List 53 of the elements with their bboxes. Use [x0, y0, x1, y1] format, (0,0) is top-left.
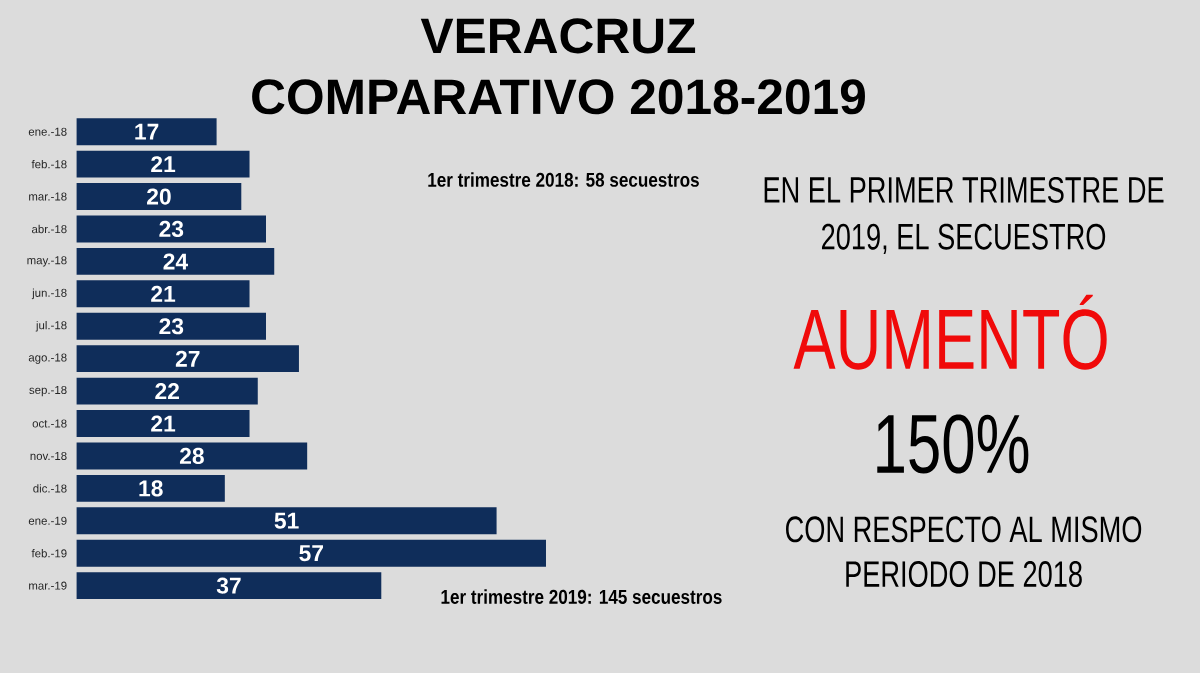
data-label: 57	[299, 545, 323, 561]
y-tick-label: mar.-19	[29, 581, 67, 590]
bar	[76, 442, 308, 470]
bar	[76, 377, 258, 405]
y-tick-label: sep.-18	[29, 385, 67, 397]
bar	[76, 345, 299, 372]
text: CON RESPECTO AL MISMO PERIODO DE 2018	[786, 516, 1142, 587]
chart-subtitle: COMPARATIVO 2018-2019	[252, 78, 865, 115]
data-label: 37	[216, 577, 241, 594]
bar	[76, 507, 497, 535]
y-tick-label: jun.-18	[31, 288, 67, 299]
bar	[76, 247, 275, 275]
data-label: 18	[139, 480, 163, 497]
bar	[76, 539, 546, 567]
bar	[76, 571, 382, 599]
bar	[76, 182, 242, 210]
data-label: 21	[151, 155, 176, 172]
data-label: 21	[151, 415, 176, 432]
y-tick-label: oct.-18	[32, 419, 67, 428]
y-tick-label: ene.-18	[28, 127, 67, 136]
data-label: 51	[274, 512, 299, 529]
bar	[76, 312, 266, 340]
data-label: 23	[159, 317, 184, 335]
data-label: 17	[135, 123, 159, 140]
annotation: 1er trimestre 2018: 58 secuestros	[428, 172, 699, 187]
y-tick-label: may.-18	[27, 256, 67, 267]
y-tick-label: mar.-18	[29, 192, 67, 201]
y-tick-label: ene.-19	[28, 516, 67, 525]
data-label: 22	[155, 382, 179, 399]
y-tick-label: abr.-18	[32, 224, 67, 233]
y-tick-label: dic.-18	[33, 483, 67, 493]
chart-title: VERACRUZ	[420, 18, 696, 54]
data-label: 23	[159, 220, 184, 237]
data-label: 28	[179, 447, 204, 464]
data-label: 21	[151, 285, 176, 302]
y-tick-label: feb.-18	[31, 159, 67, 169]
y-tick-label: feb.-19	[31, 548, 67, 558]
text: AUMENTÓ	[793, 294, 1107, 370]
data-label: 27	[175, 350, 200, 367]
text: 150%	[877, 414, 1029, 474]
bar	[76, 150, 250, 178]
y-tick-label: nov.-18	[30, 451, 67, 460]
bar	[76, 118, 217, 145]
text: EN EL PRIMER TRIMESTRE DE 2019, EL SECUESTRO	[764, 176, 1164, 254]
bar	[76, 474, 225, 502]
bar	[76, 409, 250, 437]
bar	[76, 215, 266, 243]
y-tick-label: ago.-18	[28, 353, 67, 364]
data-label: 20	[147, 188, 171, 205]
y-tick-label: jul.-18	[35, 320, 67, 332]
bar	[76, 280, 250, 308]
data-label: 24	[163, 253, 189, 270]
annotation: 1er trimestre 2019: 145 secuestros	[441, 589, 722, 604]
